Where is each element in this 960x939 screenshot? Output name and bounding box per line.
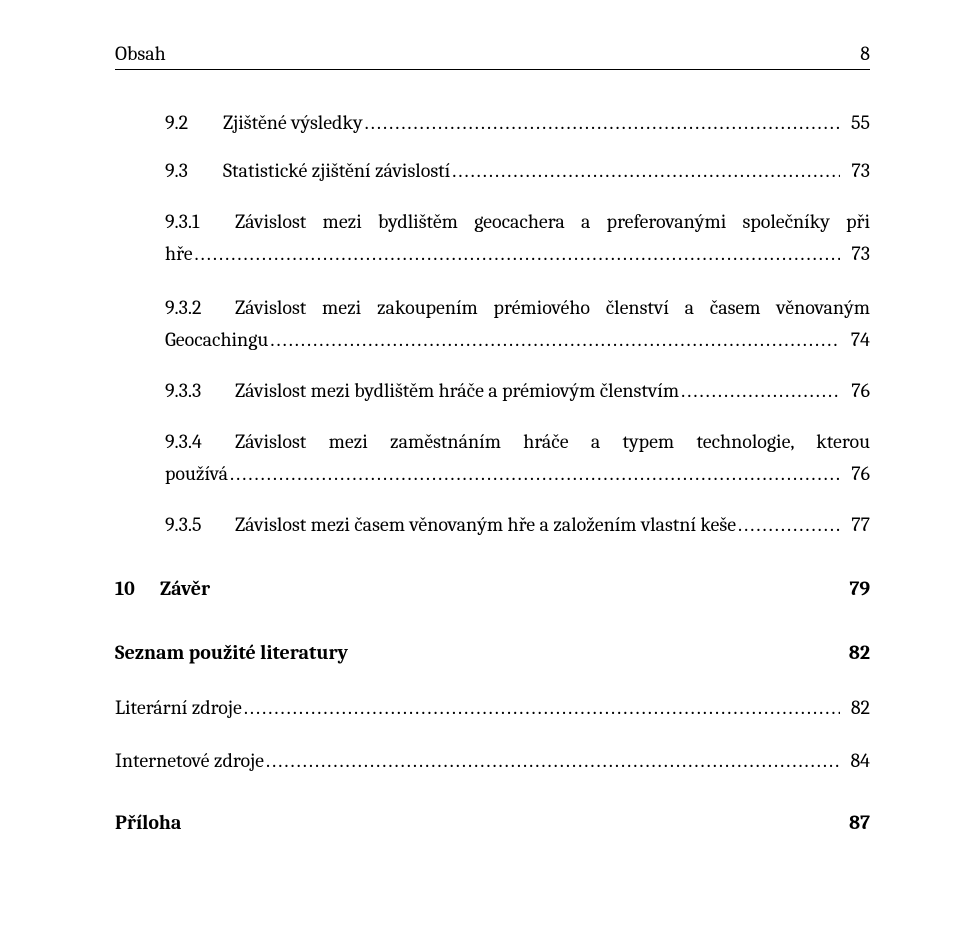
- toc-leader: ........................................…: [363, 110, 840, 136]
- toc-label: Zjištěné výsledky: [223, 110, 363, 136]
- toc-label: Závislost mezi zakoupením prémiového čle…: [235, 292, 870, 324]
- header-page-number: 8: [860, 42, 870, 65]
- toc-entry: Internetové zdroje .....................…: [115, 749, 870, 772]
- toc-leader: ........................................…: [242, 696, 840, 719]
- toc-page: 73: [840, 238, 870, 270]
- toc-label: Závislost mezi zaměstnáním hráče a typem…: [235, 426, 870, 458]
- toc-page: 76: [840, 458, 870, 490]
- toc-number: 10: [115, 576, 160, 602]
- toc-label-cont: používá: [165, 458, 228, 490]
- toc-entry: 10 Závěr 79: [115, 576, 870, 602]
- toc-leader: ........................................…: [228, 458, 840, 490]
- toc-number: 9.3.2: [165, 292, 235, 324]
- toc-number: 9.3: [165, 158, 223, 184]
- toc-page: 79: [840, 576, 870, 602]
- toc-label-cont: hře: [165, 238, 193, 270]
- toc-entry: 9.3.2 Závislost mezi zakoupením prémiové…: [165, 292, 870, 356]
- toc-entry: 9.2 Zjištěné výsledky ..................…: [165, 110, 870, 136]
- toc-entry: 9.3.3 Závislost mezi bydlištěm hráče a p…: [165, 378, 870, 404]
- toc-page: 73: [840, 158, 870, 184]
- toc-number: 9.3.4: [165, 426, 235, 458]
- toc-page: 76: [840, 378, 870, 404]
- toc-entry: Příloha 87: [115, 810, 870, 836]
- toc-entry: Seznam použité literatury 82: [115, 640, 870, 666]
- toc-page: 82: [840, 696, 870, 719]
- toc-leader: ........................................…: [268, 324, 840, 356]
- toc-number: 9.3.5: [165, 512, 235, 538]
- toc-page: 82: [840, 640, 870, 666]
- toc-page: 87: [840, 810, 870, 836]
- running-header: Obsah 8: [115, 42, 870, 70]
- toc-label: Seznam použité literatury: [115, 640, 348, 666]
- toc-number: 9.3.3: [165, 378, 235, 404]
- toc-label: Příloha: [115, 810, 181, 836]
- toc-number: 9.3.1: [165, 206, 235, 238]
- toc-label: Literární zdroje: [115, 696, 242, 719]
- document-page: Obsah 8 9.2 Zjištěné výsledky ..........…: [0, 0, 960, 939]
- header-title: Obsah: [115, 42, 166, 65]
- toc-label: Závislost mezi bydlištěm hráče a prémiov…: [235, 378, 679, 404]
- toc-leader: ........................................…: [193, 238, 840, 270]
- toc-label: Statistické zjištění závislostí: [223, 158, 450, 184]
- toc-entry: 9.3 Statistické zjištění závislostí ....…: [165, 158, 870, 184]
- toc-entry: 9.3.4 Závislost mezi zaměstnáním hráče a…: [165, 426, 870, 490]
- toc-page: 55: [840, 110, 870, 136]
- toc-label: Závěr: [160, 576, 210, 602]
- toc-label-cont: Geocachingu: [165, 324, 268, 356]
- toc-page: 74: [840, 324, 870, 356]
- toc-leader: ........................................…: [736, 512, 840, 538]
- toc-entry: 9.3.5 Závislost mezi časem věnovaným hře…: [165, 512, 870, 538]
- toc-label: Závislost mezi bydlištěm geocachera a pr…: [235, 206, 870, 238]
- toc-leader: ........................................…: [450, 158, 840, 184]
- toc-label: Internetové zdroje: [115, 749, 264, 772]
- toc-leader: ........................................…: [679, 378, 840, 404]
- toc-page: 77: [840, 512, 870, 538]
- toc-entry: Literární zdroje .......................…: [115, 696, 870, 719]
- toc-number: 9.2: [165, 110, 223, 136]
- toc-label: Závislost mezi časem věnovaným hře a zal…: [235, 512, 736, 538]
- toc-leader: ........................................…: [264, 749, 840, 772]
- toc-page: 84: [840, 749, 870, 772]
- toc-entry: 9.3.1 Závislost mezi bydlištěm geocacher…: [165, 206, 870, 270]
